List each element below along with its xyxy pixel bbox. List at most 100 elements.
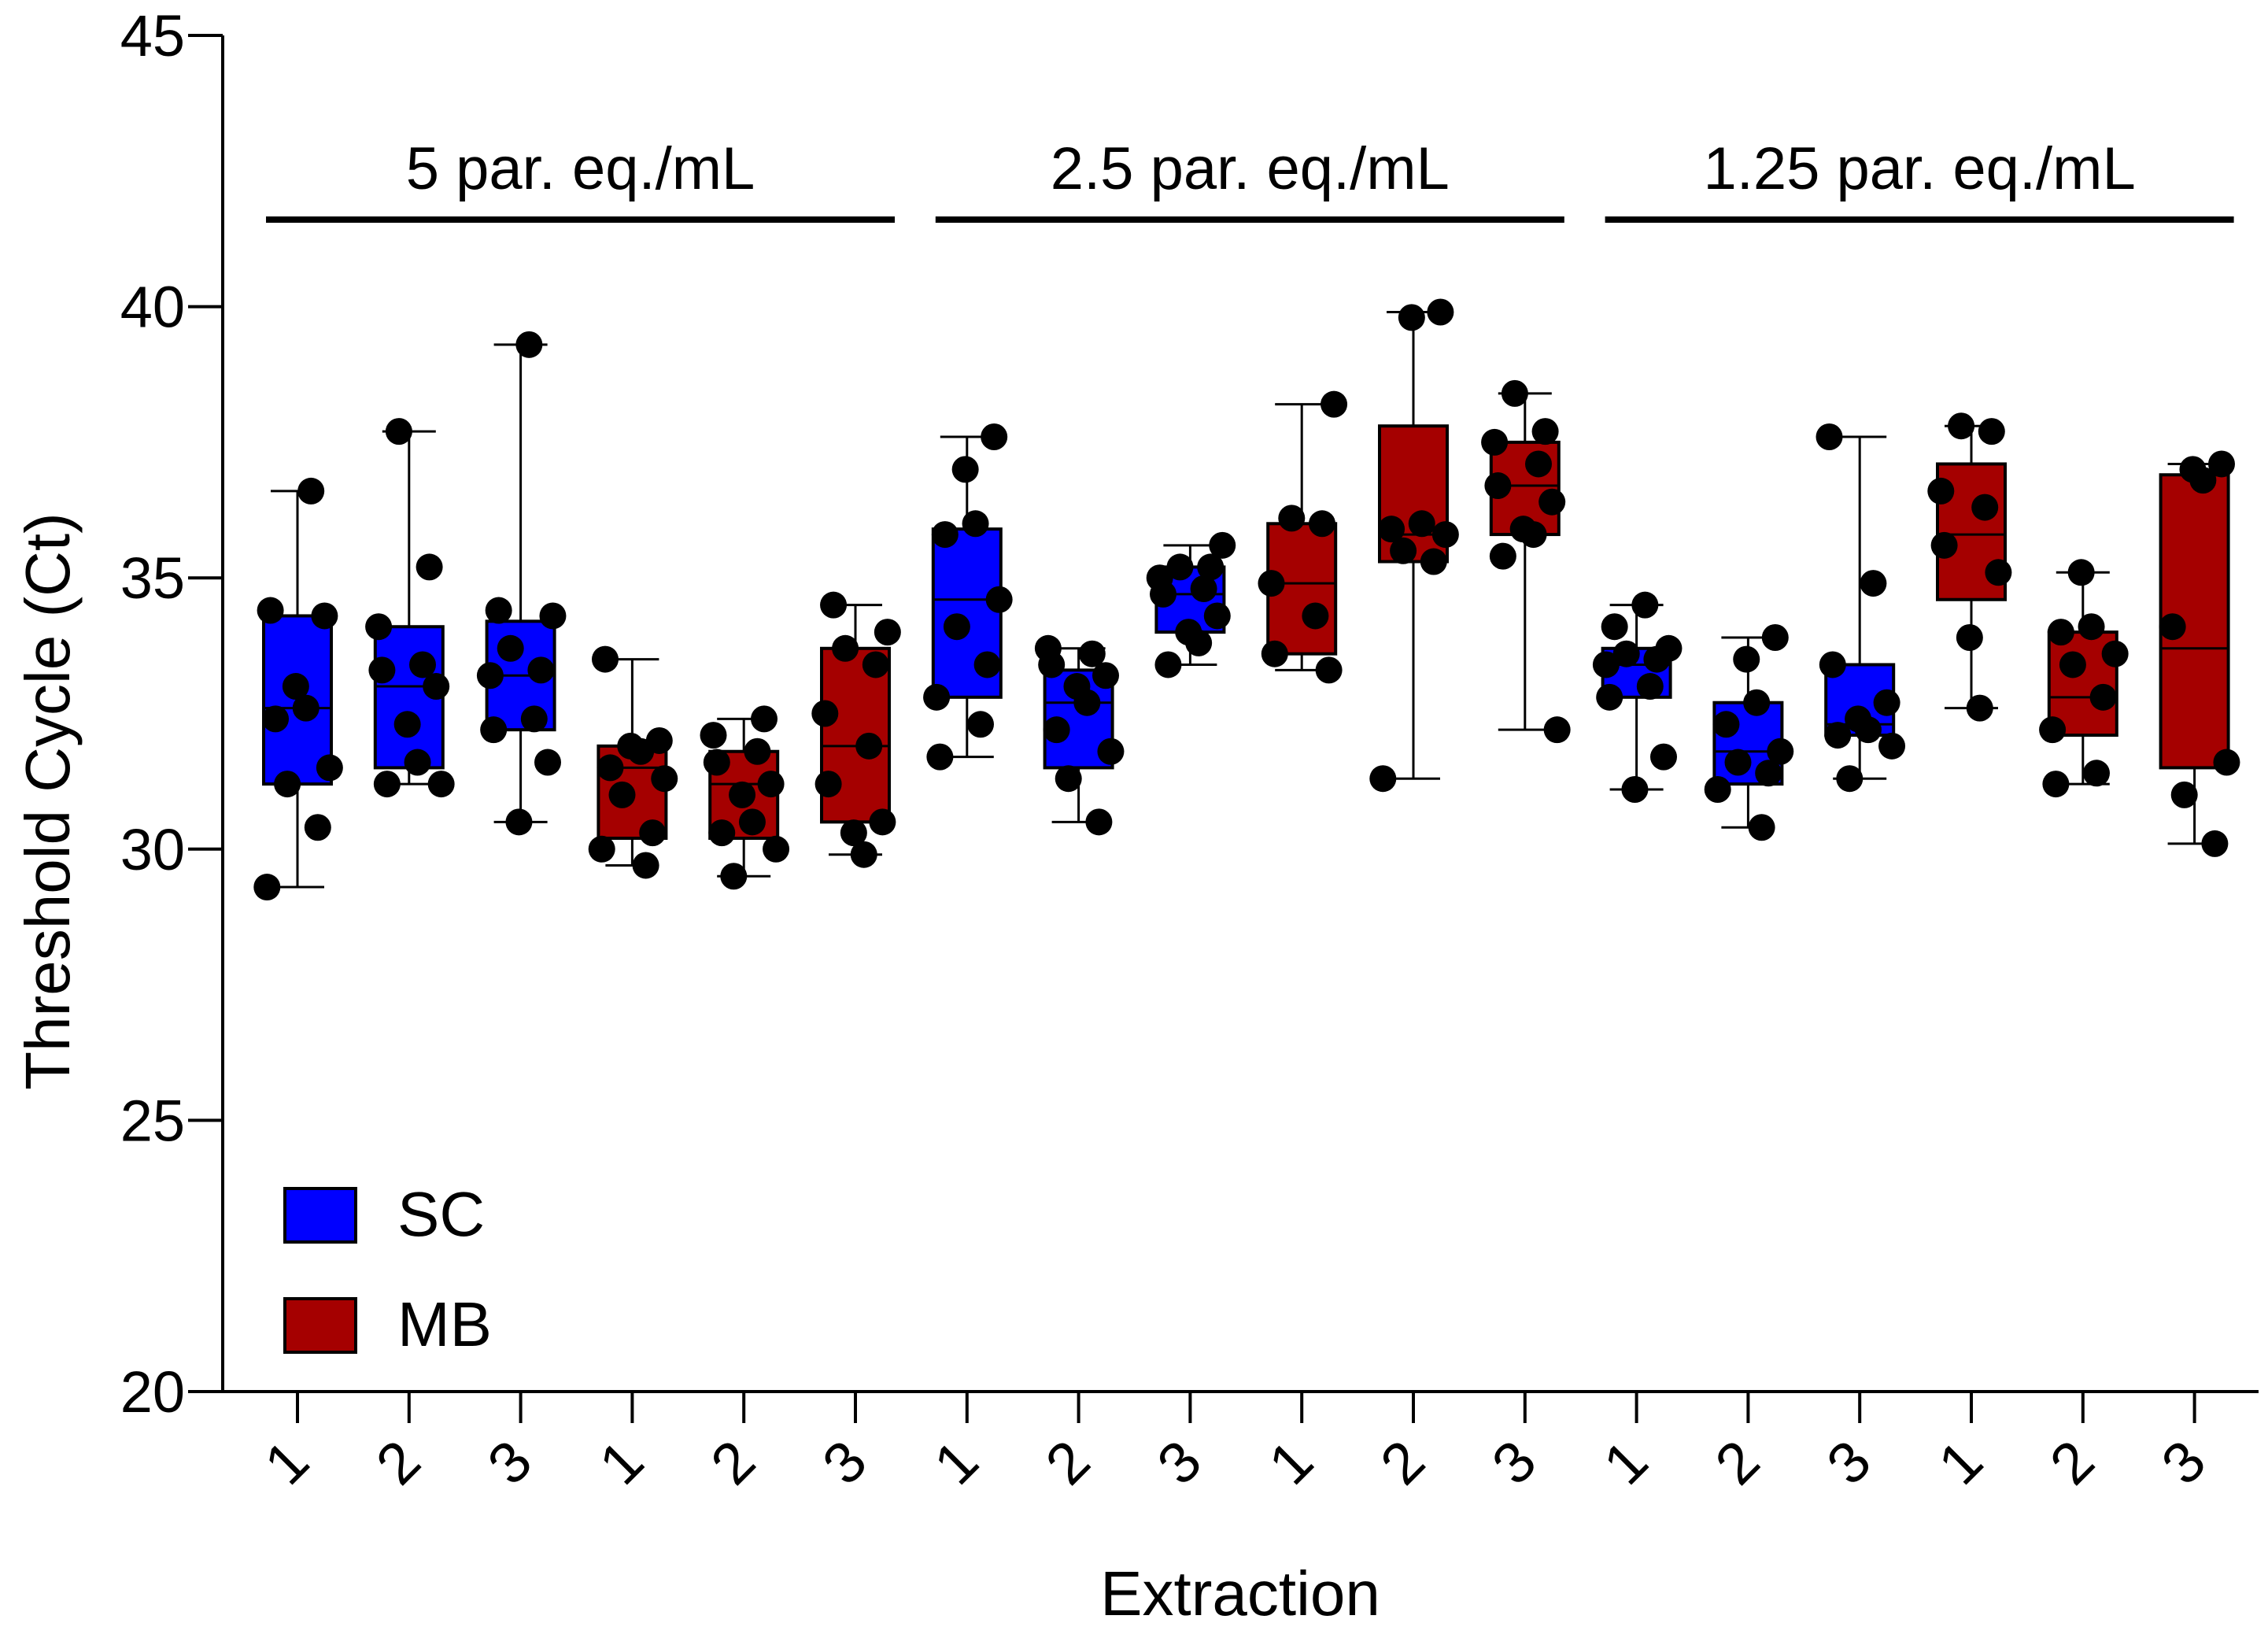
data-point [1878, 732, 1906, 760]
data-point [2213, 749, 2240, 776]
data-point [1489, 542, 1516, 570]
data-point [1431, 521, 1459, 549]
data-point [943, 613, 970, 641]
legend-swatch-mb [283, 1297, 357, 1354]
data-point [253, 874, 281, 901]
data-point [931, 521, 959, 549]
data-point [1873, 689, 1900, 716]
x-tick-label: 1 [922, 1428, 991, 1497]
data-point [1538, 488, 1566, 516]
data-point [393, 711, 421, 738]
data-point [651, 765, 678, 793]
box-mb [811, 591, 901, 868]
data-point [1816, 423, 1843, 451]
data-point [534, 749, 561, 776]
data-point [1655, 634, 1683, 662]
x-tick-label: 1 [1256, 1428, 1325, 1497]
data-point [1966, 694, 1993, 722]
x-tick-label: 3 [1144, 1428, 1213, 1497]
data-point [1092, 662, 1119, 689]
x-tick-label: 2 [698, 1428, 767, 1497]
data-point [1278, 505, 1306, 532]
data-point [2047, 619, 2074, 646]
data-point [700, 722, 727, 749]
data-point [1743, 689, 1771, 716]
data-point [1525, 450, 1552, 478]
data-point [292, 694, 320, 722]
data-point [480, 716, 508, 744]
data-point [923, 683, 951, 711]
x-tick-label: 2 [364, 1428, 433, 1497]
data-point [1175, 619, 1202, 646]
data-point [2042, 771, 2070, 798]
data-point [1704, 775, 1731, 803]
x-tick-label: 2 [1368, 1428, 1437, 1497]
data-point [926, 743, 954, 771]
data-point [304, 814, 331, 841]
data-point [1043, 716, 1070, 744]
data-point [1985, 559, 2012, 586]
data-point [1824, 722, 1852, 749]
data-point [527, 656, 555, 684]
box-mb [1369, 298, 1459, 793]
data-point [973, 651, 1001, 678]
data-point [409, 651, 436, 678]
data-point [485, 597, 512, 624]
y-axis-ticks: 20 25 30 35 40 45 [120, 3, 223, 1425]
group-label: 1.25 par. eq./mL [1703, 135, 2135, 202]
data-point [1408, 510, 1435, 538]
data-point [1509, 516, 1537, 543]
data-point [962, 510, 989, 538]
data-point [1631, 591, 1659, 619]
data-point [2039, 716, 2067, 744]
data-point [1860, 570, 1887, 597]
box-sc [1704, 624, 1794, 841]
x-tick-label: 1 [252, 1428, 321, 1497]
data-point [1390, 537, 1417, 564]
data-point [1733, 645, 1760, 673]
data-point [1971, 494, 1999, 521]
data-point [1481, 428, 1509, 456]
data-point [1154, 651, 1182, 678]
data-point [608, 781, 636, 808]
data-point [1761, 624, 1789, 652]
x-tick-label: 3 [1479, 1428, 1549, 1497]
box-sc [253, 477, 343, 901]
data-point [1258, 570, 1285, 597]
y-axis-label: Threshold Cycle (Ct) [13, 512, 83, 1090]
data-point [1369, 765, 1397, 793]
box-sc [1146, 531, 1236, 678]
data-point [1948, 412, 1975, 440]
data-point [1034, 634, 1062, 662]
data-point [2101, 640, 2129, 667]
data-point [297, 477, 325, 505]
data-point [1055, 765, 1082, 793]
data-point [423, 673, 450, 701]
data-point [1166, 553, 1194, 581]
data-point [497, 634, 524, 662]
data-point [1531, 418, 1559, 445]
data-point [262, 705, 290, 733]
box-sc [476, 331, 567, 836]
box-mb [700, 705, 790, 890]
data-point [862, 651, 889, 678]
data-point [1845, 705, 1872, 733]
box-mb [1481, 379, 1571, 744]
data-point [539, 602, 567, 630]
data-point [729, 781, 756, 808]
data-point [515, 331, 543, 358]
data-point [1302, 602, 1329, 630]
legend-label-mb: MB [397, 1289, 492, 1359]
legend: SC MB [283, 1179, 492, 1359]
data-point [1724, 749, 1752, 776]
x-tick-label: 3 [2149, 1428, 2218, 1497]
data-point [1712, 711, 1740, 738]
data-point [1748, 814, 1775, 841]
legend-swatch-sc [283, 1187, 357, 1244]
data-point [1836, 765, 1864, 793]
data-point [1078, 640, 1106, 667]
data-point [1978, 418, 2005, 445]
data-point [2201, 830, 2229, 857]
data-point [744, 738, 771, 765]
